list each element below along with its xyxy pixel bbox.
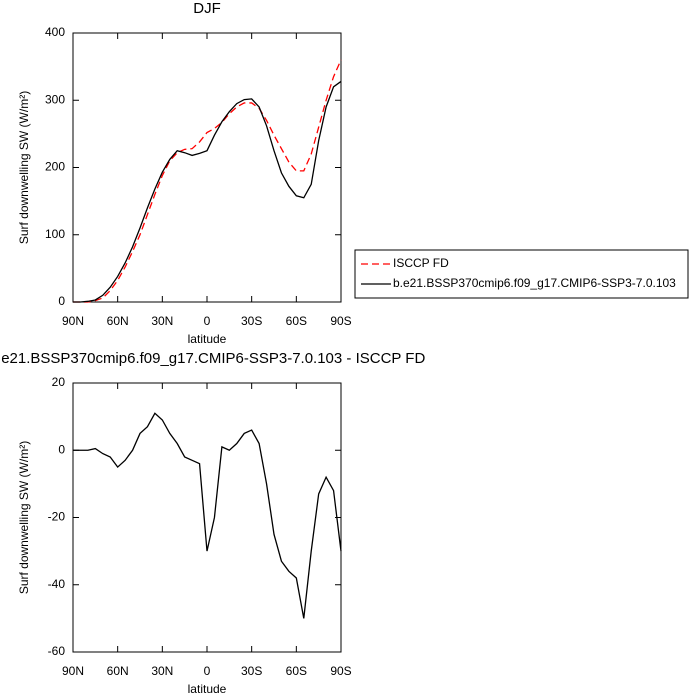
legend-box — [354, 249, 689, 299]
x-tick-label: 30S — [241, 314, 262, 328]
x-tick-label: 60S — [286, 314, 307, 328]
y-axis-label: Surf downwelling SW (W/m²) — [17, 91, 31, 244]
x-tick-label: 0 — [204, 314, 211, 328]
x-axis-label: latitude — [188, 332, 227, 346]
chart-title: b.e21.BSSP370cmip6.f09_g17.CMIP6-SSP3-7.… — [0, 350, 425, 367]
legend-label: b.e21.BSSP370cmip6.f09_g17.CMIP6-SSP3-7.… — [393, 276, 676, 290]
y-tick-label: -60 — [48, 644, 66, 658]
x-axis-label: latitude — [188, 682, 227, 696]
y-tick-label: -20 — [48, 510, 66, 524]
y-tick-label: 400 — [45, 25, 65, 39]
data-line — [73, 59, 342, 303]
y-tick-label: 0 — [58, 442, 65, 456]
x-tick-label: 60S — [286, 664, 307, 678]
legend-label: ISCCP FD — [393, 256, 449, 270]
data-line — [73, 412, 342, 619]
x-tick-label: 90N — [62, 314, 84, 328]
x-tick-label: 90S — [330, 314, 351, 328]
x-tick-label: 90S — [330, 664, 351, 678]
plot-frame — [72, 382, 342, 653]
data-line — [73, 80, 342, 303]
y-axis-label: Surf downwelling SW (W/m²) — [17, 441, 31, 594]
y-tick-label: 300 — [45, 92, 65, 106]
x-tick-label: 60N — [107, 314, 129, 328]
x-tick-label: 60N — [107, 664, 129, 678]
x-tick-label: 30N — [151, 314, 173, 328]
x-tick-label: 0 — [204, 664, 211, 678]
y-tick-label: 0 — [58, 294, 65, 308]
x-tick-label: 30S — [241, 664, 262, 678]
y-tick-label: 100 — [45, 227, 65, 241]
y-tick-label: 20 — [52, 375, 66, 389]
x-tick-label: 90N — [62, 664, 84, 678]
x-tick-label: 30N — [151, 664, 173, 678]
plot-frame — [72, 32, 342, 303]
chart-title: DJF — [193, 0, 221, 17]
y-tick-label: -40 — [48, 577, 66, 591]
y-tick-label: 200 — [45, 160, 65, 174]
